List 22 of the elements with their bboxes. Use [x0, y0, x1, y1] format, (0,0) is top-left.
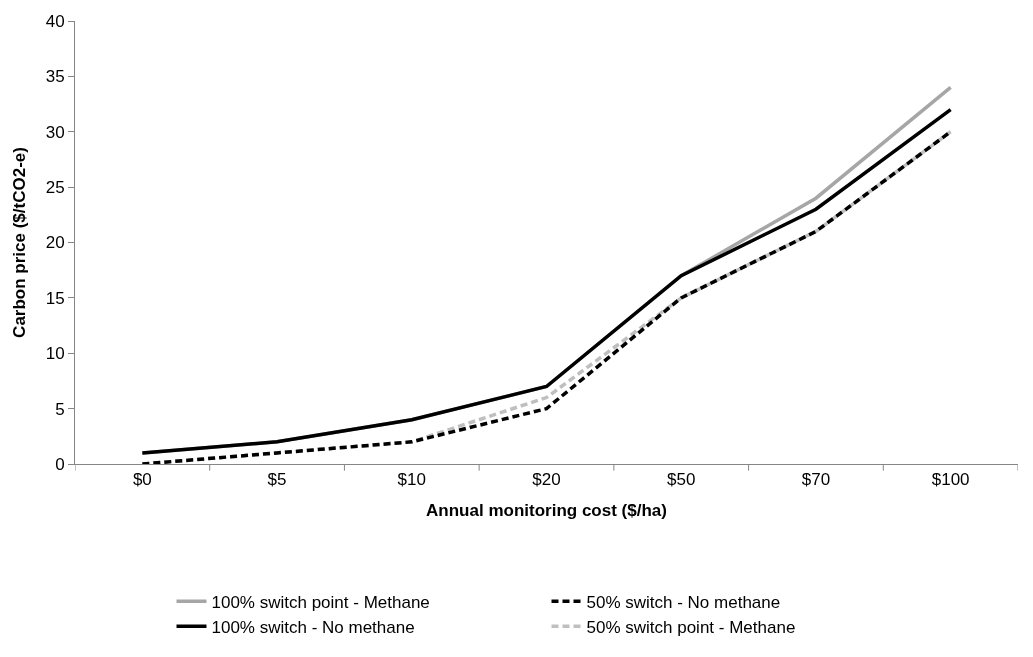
y-axis-title: Carbon price ($/tCO2-e) [10, 147, 30, 338]
x-tick-label: $0 [132, 470, 152, 490]
y-tick-label: 30 [45, 122, 65, 142]
legend-label: 50% switch - No methane [586, 592, 781, 612]
x-axis-title: Annual monitoring cost ($/ha) [426, 500, 667, 520]
y-tick-label: 20 [45, 233, 65, 253]
legend-label: 100% switch - No methane [211, 617, 415, 637]
x-tick-label: $20 [532, 470, 561, 490]
y-tick-label: 40 [45, 11, 65, 31]
y-tick-label: 35 [45, 67, 65, 87]
y-tick-label: 25 [45, 178, 65, 198]
y-tick-label: 5 [55, 399, 65, 419]
x-tick-label: $5 [267, 470, 287, 490]
legend-label: 100% switch point - Methane [211, 592, 430, 612]
y-tick-label: 10 [45, 344, 65, 364]
x-tick-label: $70 [801, 470, 831, 490]
x-tick-label: $100 [931, 470, 970, 490]
y-tick-label: 15 [45, 288, 65, 308]
x-tick-label: $10 [397, 470, 426, 490]
y-tick-label: 0 [55, 454, 65, 474]
x-tick-label: $50 [667, 470, 696, 490]
legend-label: 50% switch point - Methane [586, 617, 796, 637]
